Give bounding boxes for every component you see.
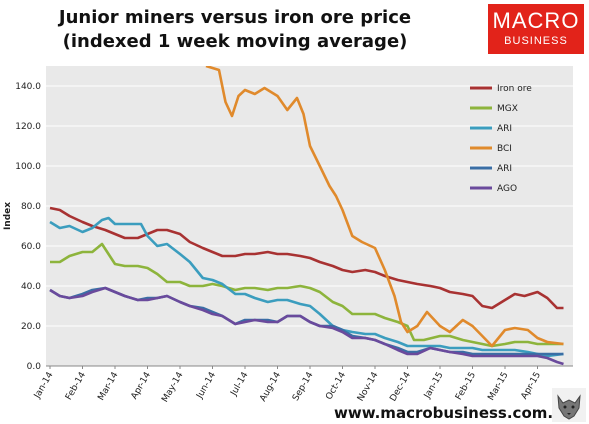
y-tick-label: 40.0 [21,282,41,292]
x-tick-label: Aug-14 [258,370,283,403]
x-tick-label: Dec-14 [388,370,413,403]
logo-line2: BUSINESS [504,35,568,47]
x-tick-label: Oct-14 [324,370,348,401]
legend-label: AGO [497,184,517,194]
x-tick-label: Mar-15 [486,371,510,403]
x-tick-label: Nov-14 [356,370,381,403]
legend-label: ARI [497,164,512,174]
series-line-mgx [50,242,564,348]
series-line-bci [205,66,564,348]
series-group [49,66,564,366]
y-tick-label: 140.0 [15,82,41,92]
y-tick-label: 120.0 [15,122,41,132]
y-tick-label: 100.0 [15,162,41,172]
legend-label: ARI [497,124,512,134]
series-line-ago [49,286,564,366]
x-tick-label: Feb-15 [454,371,478,403]
y-tick-label: 20.0 [21,322,41,332]
x-tick-label: Jan-15 [422,371,445,402]
footer-url: www.macrobusiness.com.au [334,404,574,422]
legend-label: MGX [497,104,518,114]
wolf-icon [552,388,586,422]
y-tick-label: 80.0 [21,202,41,212]
x-tick-label: Mar-14 [96,370,120,402]
legend-label: Iron ore [497,84,532,94]
y-tick-label: 0.0 [27,362,42,372]
x-tick-label: Apr-14 [130,370,154,401]
x-tick-label: Feb-14 [64,370,88,402]
x-tick-label: Jun-14 [195,370,219,401]
y-axis-label: Index [3,202,13,230]
logo-line1: MACRO [492,8,580,33]
y-tick-label: 60.0 [21,242,41,252]
chart-title-line1: Junior miners versus iron ore price [58,7,412,28]
chart-title: Junior miners versus iron ore price (ind… [0,6,470,54]
series-line-iron-ore [49,206,564,310]
macrobusiness-logo: MACRO BUSINESS [488,4,584,54]
x-tick-label: Jan-14 [32,370,56,401]
x-tick-label: Apr-15 [520,371,544,402]
legend-label: BCI [497,144,512,154]
chart-title-line2: (indexed 1 week moving average) [62,31,408,52]
x-tick-label: May-14 [160,370,185,404]
x-tick-label: Sep-14 [291,370,316,403]
plot-area [46,66,573,366]
x-tick-label: Jul-14 [229,370,251,398]
series-line-ari [49,216,564,358]
